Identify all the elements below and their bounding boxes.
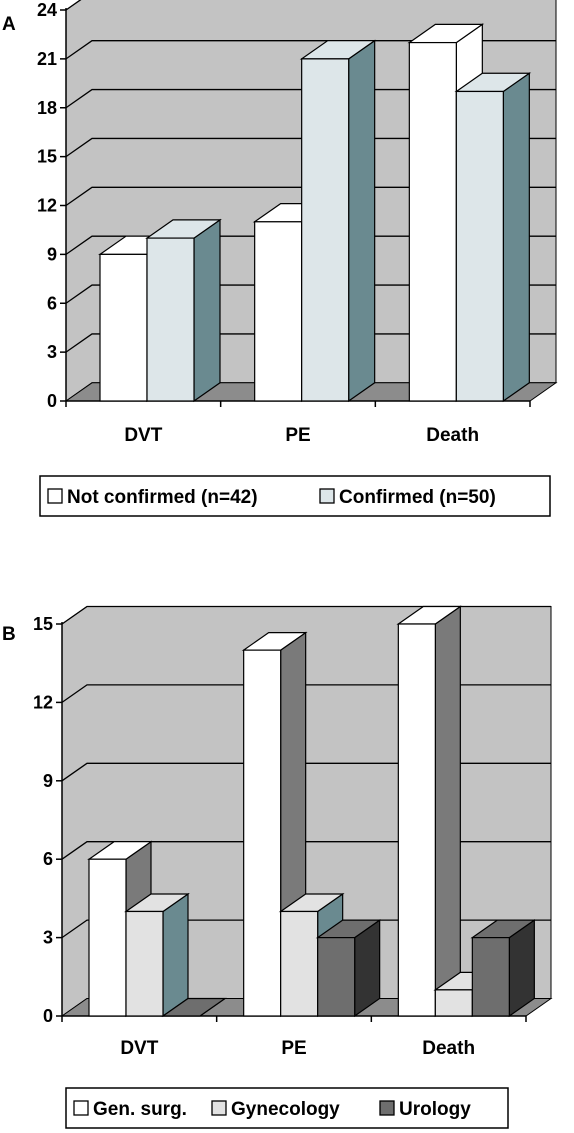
y-tick-label: 0 — [43, 1006, 53, 1026]
x-category-label: DVT — [124, 425, 162, 446]
bar — [125, 910, 164, 1017]
bar — [99, 253, 148, 402]
bar-top — [161, 997, 227, 1017]
legend-swatch — [319, 488, 335, 504]
legend-label: Not confirmed (n=42) — [67, 487, 258, 508]
gridline — [61, 919, 551, 939]
gridline — [65, 284, 556, 304]
x-category-label: DVT — [120, 1038, 158, 1059]
bar — [301, 58, 350, 402]
gridline — [61, 841, 551, 860]
panel-label: B — [2, 624, 16, 645]
bar — [243, 649, 282, 1017]
bar-side — [434, 605, 461, 1018]
y-tick-label: 9 — [47, 244, 57, 264]
legend-swatch — [73, 1100, 89, 1116]
y-tick-label: 21 — [37, 49, 57, 69]
x-category-label: PE — [281, 1038, 306, 1059]
bar-side — [502, 72, 530, 403]
chart-b: B 0 3 6 9 12 15 DVT PE Death Gen. surg. Gynecology U… — [2, 605, 553, 1129]
legend-label: Gen. surg. — [93, 1099, 187, 1120]
y-tick-label: 12 — [33, 692, 53, 712]
legend-box — [65, 1087, 509, 1129]
bar — [471, 937, 510, 1017]
panel-label: A — [2, 14, 16, 35]
y-tick-label: 12 — [37, 196, 57, 216]
bar-side — [348, 39, 376, 403]
gridline — [65, 137, 556, 158]
legend-swatch — [47, 488, 63, 504]
y-tick-label: 24 — [37, 0, 57, 20]
bar — [280, 910, 319, 1017]
bar — [88, 858, 127, 1017]
bar — [408, 41, 457, 402]
gridline — [65, 88, 556, 109]
legend-label: Confirmed (n=50) — [339, 487, 496, 508]
y-tick-label: 15 — [33, 614, 53, 634]
bar — [146, 237, 195, 402]
gridline — [61, 684, 551, 703]
gridline — [61, 605, 551, 625]
gridline — [61, 762, 551, 782]
legend-box — [39, 475, 551, 517]
y-tick-label: 3 — [43, 928, 53, 948]
legend-label: Urology — [399, 1099, 471, 1120]
legend-swatch — [379, 1100, 395, 1116]
bar-side — [193, 218, 221, 403]
y-tick-label: 6 — [47, 293, 57, 313]
y-tick-label: 6 — [43, 849, 53, 869]
bar — [317, 937, 356, 1017]
legend-label: Gynecology — [231, 1099, 340, 1120]
x-category-label: PE — [285, 425, 310, 446]
gridline — [65, 0, 82, 11]
bar — [254, 221, 303, 402]
legend-swatch — [211, 1100, 227, 1116]
gridline — [65, 333, 556, 353]
bar — [397, 623, 436, 1017]
y-tick-label: 0 — [47, 391, 57, 411]
bar — [455, 90, 504, 402]
gridline — [65, 40, 556, 60]
bar-side — [162, 892, 189, 1018]
y-tick-label: 15 — [37, 147, 57, 167]
x-category-label: Death — [422, 1038, 475, 1059]
bar — [434, 989, 473, 1017]
x-category-label: Death — [426, 425, 479, 446]
gridline — [65, 186, 556, 207]
chart-a: A 0 3 6 9 12 15 18 21 24 DVT PE Death Not confirmed (… — [2, 0, 558, 517]
y-tick-label: 18 — [37, 98, 57, 118]
y-tick-label: 3 — [47, 342, 57, 362]
y-tick-label: 9 — [43, 771, 53, 791]
gridline — [65, 235, 556, 255]
